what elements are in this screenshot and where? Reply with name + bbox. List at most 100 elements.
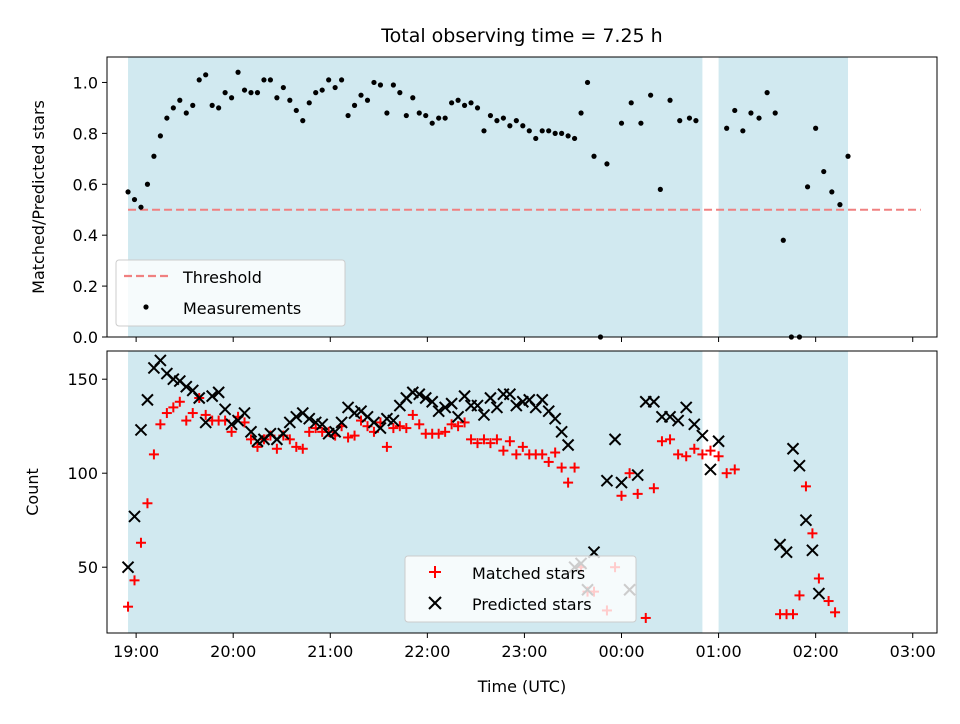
measurement-point-61 (513, 118, 519, 124)
measurement-point-69 (565, 133, 571, 139)
measurement-point-72 (584, 79, 591, 86)
measurement-point-89 (756, 115, 762, 121)
measurement-point-80 (657, 186, 663, 192)
bottom-x-tick-label-6: 00:00 (598, 642, 644, 661)
predicted-star-point-55 (471, 399, 484, 412)
measurement-point-71 (578, 110, 584, 116)
measurement-point-76 (618, 120, 625, 126)
measurement-point-86 (732, 107, 738, 114)
matched-star-point-53 (459, 417, 470, 428)
measurement-point-41 (384, 110, 390, 116)
bottom-legend-box (404, 555, 637, 623)
matched-star-point-58 (491, 434, 502, 445)
measurement-point-35 (345, 112, 351, 119)
matched-star-point-13 (200, 409, 211, 420)
predicted-star-point-65 (536, 393, 549, 407)
matched-star-point-50 (440, 426, 451, 437)
measurement-point-46 (416, 110, 422, 116)
measurement-point-24 (274, 95, 280, 101)
measurement-point-100 (845, 153, 851, 159)
predicted-star-point-42 (387, 414, 400, 427)
measurement-point-14 (209, 102, 215, 108)
matched-star-point-27 (291, 441, 302, 452)
measurement-point-96 (813, 125, 819, 131)
predicted-star-point-53 (458, 389, 471, 403)
matched-star-point-52 (453, 421, 464, 432)
predicted-star-point-56 (477, 408, 491, 422)
predicted-star-point-90 (780, 545, 793, 559)
matched-star-point-87 (705, 445, 716, 456)
measurement-point-42 (390, 82, 396, 88)
measurement-point-99 (837, 202, 843, 208)
measurement-point-68 (559, 130, 565, 136)
matched-star-point-35 (343, 432, 354, 443)
matched-star-point-1 (123, 601, 134, 612)
matched-star-point-95 (800, 481, 811, 492)
predicted-star-point-58 (490, 401, 504, 414)
measurement-point-23 (267, 77, 274, 83)
bottom-x-tick-label-7: 01:00 (696, 642, 742, 661)
matched-star-point-98 (823, 596, 834, 607)
measurement-point-54 (468, 100, 474, 106)
predicted-star-point-33 (328, 425, 342, 439)
measurement-point-40 (377, 82, 384, 88)
measurement-point-63 (526, 128, 532, 134)
measurement-point-64 (533, 135, 539, 142)
matched-star-point-66 (543, 456, 554, 467)
measurement-point-56 (481, 128, 487, 134)
matched-star-point-60 (504, 436, 515, 447)
matched-star-point-65 (537, 449, 548, 460)
measurement-point-45 (410, 95, 416, 101)
measurement-point-18 (235, 69, 241, 75)
measurement-point-49 (436, 115, 442, 121)
matched-star-point-84 (681, 451, 692, 462)
bottom-x-axis-ticks: 19:00 20:00 21:00 22:00 23:00 00:00 01:00 02:00… (113, 633, 936, 661)
bottom-observing-window-2 (718, 351, 849, 633)
matched-star-point-99 (830, 607, 841, 618)
matched-star-point-44 (401, 423, 412, 434)
predicted-star-point-69 (561, 438, 575, 452)
predicted-star-point-93 (799, 513, 813, 527)
measurement-point-50 (442, 115, 448, 121)
predicted-star-point-75 (608, 433, 622, 446)
matched-star-point-79 (640, 612, 651, 623)
measurement-point-5 (151, 153, 157, 159)
measurement-point-87 (740, 128, 746, 134)
measurement-point-16 (222, 90, 228, 96)
top-x-axis-ticks (135, 337, 914, 342)
top-y-axis-ticks: 0.0 0.2 0.4 0.6 0.8 1.0 (73, 73, 107, 347)
matched-star-point-97 (813, 573, 824, 584)
matched-star-point-69 (563, 477, 574, 488)
matched-star-point-57 (485, 438, 496, 449)
predicted-star-point-61 (510, 399, 523, 412)
matched-star-point-28 (297, 443, 308, 454)
measurement-point-59 (500, 115, 506, 121)
bottom-panel: 50 100 150 19:00 20:00 21:00 22:00 23:00 00:00 0… (23, 350, 938, 696)
matched-star-point-59 (498, 445, 509, 456)
measurement-point-52 (455, 97, 461, 103)
measurement-point-19 (241, 87, 248, 93)
matched-star-point-62 (517, 441, 528, 452)
matched-star-point-7 (161, 408, 172, 419)
matched-star-point-61 (511, 449, 522, 460)
measurement-point-9 (177, 97, 183, 103)
predicted-star-point-29 (303, 412, 316, 425)
top-legend-box (115, 259, 346, 327)
predicted-star-point-50 (438, 401, 452, 414)
measurement-point-84 (693, 118, 699, 124)
top-panel: 0.0 0.2 0.4 0.6 0.8 1.0 Total observing time … (29, 25, 938, 347)
measurement-point-15 (216, 105, 222, 111)
matched-star-point-42 (388, 423, 399, 434)
predicted-star-point-68 (555, 425, 568, 439)
matched-star-point-68 (556, 462, 567, 473)
legend-predicted-swatch (428, 596, 442, 610)
matched-star-point-5 (148, 449, 159, 460)
predicted-star-point-12 (193, 391, 206, 405)
matched-star-point-51 (446, 419, 457, 430)
predicted-star-point-4 (141, 393, 154, 407)
matched-star-point-81 (656, 436, 667, 447)
measurement-point-1 (125, 189, 131, 195)
predicted-star-point-31 (315, 418, 329, 431)
predicted-star-point-47 (419, 391, 432, 405)
